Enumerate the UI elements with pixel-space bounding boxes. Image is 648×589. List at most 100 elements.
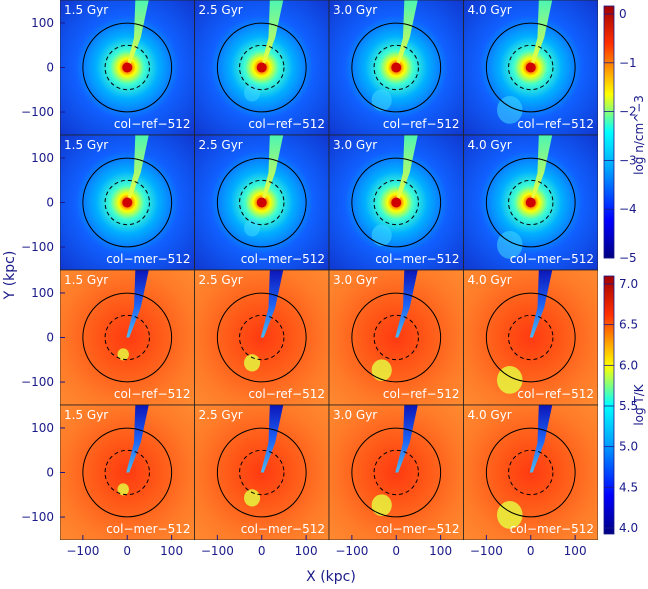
x-tick-label: 0 xyxy=(123,544,131,558)
y-tick-label: 0 xyxy=(46,61,54,75)
filament xyxy=(126,135,149,203)
panel: 2.5 Gyr col−mer−512 xyxy=(194,404,330,540)
core xyxy=(256,197,267,208)
core xyxy=(256,62,267,73)
panel: 4.0 Gyr col−mer−512 xyxy=(463,134,598,271)
core xyxy=(122,62,133,73)
colorbar-tick-label: 5.5 xyxy=(619,399,638,413)
run-label: col−ref−512 xyxy=(383,117,460,131)
y-tick-label: 0 xyxy=(46,196,54,210)
gas-tail xyxy=(371,494,392,517)
gas-tail xyxy=(117,483,129,496)
outer-radius-circle xyxy=(82,292,173,383)
run-label: col−ref−512 xyxy=(517,387,594,401)
panel: 3.0 Gyr col−mer−512 xyxy=(328,404,464,540)
outer-radius-circle xyxy=(216,292,307,383)
run-label: col−mer−512 xyxy=(241,522,325,536)
y-tick-label: 100 xyxy=(31,151,54,165)
filament xyxy=(395,135,418,203)
x-tick-label: −100 xyxy=(201,544,234,558)
panel: 4.0 Gyr col−ref−512 xyxy=(463,269,598,406)
run-label: col−ref−512 xyxy=(383,387,460,401)
time-label: 4.0 Gyr xyxy=(468,408,512,422)
run-label: col−ref−512 xyxy=(248,387,325,401)
filament xyxy=(529,405,553,473)
colorbar-tick-label: −4 xyxy=(619,202,637,216)
inner-radius-circle xyxy=(508,449,554,496)
time-label: 3.0 Gyr xyxy=(333,138,377,152)
panel: 2.5 Gyr col−ref−512 xyxy=(194,269,330,406)
time-label: 3.0 Gyr xyxy=(333,408,377,422)
core xyxy=(391,62,402,73)
panel: 4.0 Gyr col−ref−512 xyxy=(463,0,598,136)
colorbar-tick-label: 4.0 xyxy=(619,521,638,535)
x-tick-label: 100 xyxy=(295,544,318,558)
x-tick-label: 100 xyxy=(160,544,183,558)
panel: 3.0 Gyr col−ref−512 xyxy=(328,0,464,136)
inner-radius-circle xyxy=(104,449,150,496)
run-label: col−mer−512 xyxy=(106,252,190,266)
filament xyxy=(126,270,149,338)
filament xyxy=(395,270,418,338)
time-label: 1.5 Gyr xyxy=(64,3,108,17)
temperature-colorbar: 7.0 6.5 6.0 5.5 5.0 4.5 4.0 log T/K xyxy=(603,275,646,535)
inner-radius-circle xyxy=(373,314,419,361)
gas-tail xyxy=(243,489,261,507)
colorbar-tick-label: 4.5 xyxy=(619,480,638,494)
time-label: 4.0 Gyr xyxy=(468,273,512,287)
y-tick-label: −100 xyxy=(21,105,54,119)
inner-radius-circle xyxy=(508,179,554,226)
inner-radius-circle xyxy=(239,314,285,361)
inner-radius-circle xyxy=(508,314,554,361)
colorbar-tick-label: 0 xyxy=(619,7,627,21)
density-colorbar-gradient xyxy=(603,5,615,259)
x-tick-label: 0 xyxy=(527,544,535,558)
y-tick-label: 0 xyxy=(46,331,54,345)
colorbar-tick-label: −1 xyxy=(619,56,637,70)
core xyxy=(122,197,133,208)
run-label: col−mer−512 xyxy=(241,252,325,266)
colorbar-tick-label: 6.5 xyxy=(619,318,638,332)
colorbar-tick-label: −2 xyxy=(619,105,637,119)
time-label: 4.0 Gyr xyxy=(468,3,512,17)
colorbar-tick-label: 6.0 xyxy=(619,358,638,372)
core xyxy=(525,62,536,73)
time-label: 2.5 Gyr xyxy=(199,138,243,152)
inner-radius-circle xyxy=(239,449,285,496)
filament xyxy=(260,405,284,473)
y-tick-label: −100 xyxy=(21,375,54,389)
panel: 2.5 Gyr col−mer−512 xyxy=(194,134,330,271)
y-tick-label: 0 xyxy=(46,466,54,480)
x-tick-label: 100 xyxy=(429,544,452,558)
run-label: col−mer−512 xyxy=(510,252,594,266)
gas-tail xyxy=(371,359,392,382)
gas-tail xyxy=(117,348,129,361)
filament xyxy=(395,405,418,473)
panel-border xyxy=(463,404,598,540)
outer-radius-circle xyxy=(82,427,173,518)
filament xyxy=(260,270,284,338)
x-tick-label: −100 xyxy=(470,544,503,558)
density-colorbar-label: log n/cm^−3 xyxy=(632,95,646,175)
core xyxy=(391,197,402,208)
run-label: col−ref−512 xyxy=(248,117,325,131)
run-label: col−ref−512 xyxy=(517,117,594,131)
x-axis-label: X (kpc) xyxy=(306,569,356,585)
inner-radius-circle xyxy=(104,44,150,91)
y-tick-label: 100 xyxy=(31,286,54,300)
density-colorbar: 0 −1 −2 −3 −4 −5 log n/cm^−3 xyxy=(603,5,646,265)
x-tick-label: −100 xyxy=(335,544,368,558)
outer-radius-circle xyxy=(82,22,173,113)
y-axis-label: Y (kpc) xyxy=(2,251,18,301)
inner-radius-circle xyxy=(239,179,285,226)
core xyxy=(525,197,536,208)
time-label: 4.0 Gyr xyxy=(468,138,512,152)
gas-tail xyxy=(243,354,261,372)
y-tick-label: −100 xyxy=(21,240,54,254)
filament xyxy=(260,135,284,203)
y-tick-label: −100 xyxy=(21,510,54,524)
panel: 1.5 Gyr col−ref−512 xyxy=(60,0,195,136)
outer-radius-circle xyxy=(82,157,173,248)
